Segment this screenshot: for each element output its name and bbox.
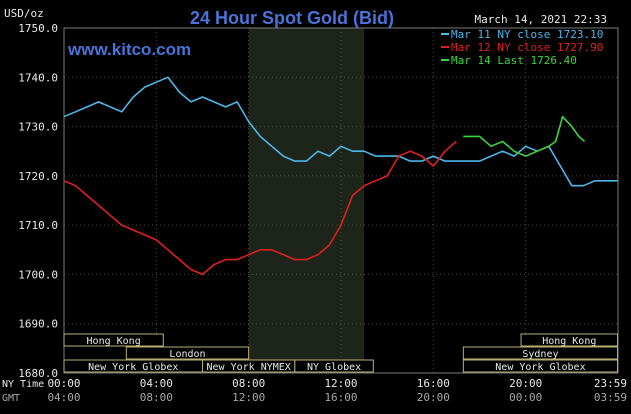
session-label: New York Globex bbox=[88, 362, 178, 373]
y-tick-label: 1720.0 bbox=[18, 170, 58, 183]
session-label: New York NYMEX bbox=[207, 362, 291, 373]
x-tick-label: 12:00 bbox=[324, 377, 357, 390]
unit-label: USD/oz bbox=[4, 7, 44, 20]
session-box bbox=[63, 333, 164, 347]
legend-entry: Mar 14 Last 1726.40 bbox=[451, 54, 577, 67]
session-label: NY Globex bbox=[307, 362, 361, 373]
y-tick-label: 1750.0 bbox=[18, 22, 58, 35]
watermark: www.kitco.com bbox=[67, 40, 191, 59]
session-label: Sydney bbox=[522, 349, 558, 360]
x-tick-label: 03:59 bbox=[594, 391, 627, 404]
x-tick-label: 08:00 bbox=[140, 391, 173, 404]
x-tick-label: 08:00 bbox=[232, 377, 265, 390]
x-tick-label: 12:00 bbox=[232, 391, 265, 404]
series-line-2 bbox=[63, 140, 457, 276]
time-row-label: GMT bbox=[2, 393, 20, 404]
y-tick-label: 1680.0 bbox=[18, 367, 58, 380]
session-box bbox=[462, 346, 619, 360]
y-tick-label: 1700.0 bbox=[18, 268, 58, 281]
session-label: New York Globex bbox=[495, 362, 585, 373]
x-tick-label: 20:00 bbox=[509, 377, 542, 390]
x-tick-label: 04:00 bbox=[140, 377, 173, 390]
y-tick-label: 1730.0 bbox=[18, 121, 58, 134]
session-label: Hong Kong bbox=[87, 336, 141, 347]
x-tick-label: 00:00 bbox=[509, 391, 542, 404]
legend-entry: Mar 12 NY close 1727.90 bbox=[451, 41, 603, 54]
y-tick-label: 1690.0 bbox=[18, 318, 58, 331]
session-box bbox=[294, 359, 374, 373]
plot-frame bbox=[63, 27, 619, 374]
ny-session-band bbox=[248, 28, 365, 373]
y-tick-label: 1740.0 bbox=[18, 71, 58, 84]
x-tick-label: 20:00 bbox=[417, 391, 450, 404]
session-box bbox=[462, 359, 619, 373]
session-label: London bbox=[169, 349, 205, 360]
x-tick-label: 00:00 bbox=[47, 377, 80, 390]
session-box bbox=[520, 333, 619, 347]
series-line-1 bbox=[63, 76, 618, 187]
session-label: Hong Kong bbox=[542, 336, 596, 347]
session-box bbox=[125, 346, 250, 360]
legend-entry: Mar 11 NY close 1723.10 bbox=[451, 28, 603, 41]
y-tick-label: 1710.0 bbox=[18, 219, 58, 232]
x-tick-label: 04:00 bbox=[47, 391, 80, 404]
series-line-3 bbox=[463, 115, 586, 157]
x-tick-label: 16:00 bbox=[417, 377, 450, 390]
time-row-label: NY Time bbox=[2, 379, 44, 390]
chart-title: 24 Hour Spot Gold (Bid) bbox=[190, 8, 394, 28]
x-tick-label: 23:59 bbox=[594, 377, 627, 390]
timestamp: March 14, 2021 22:33 bbox=[475, 13, 607, 26]
x-tick-label: 16:00 bbox=[324, 391, 357, 404]
